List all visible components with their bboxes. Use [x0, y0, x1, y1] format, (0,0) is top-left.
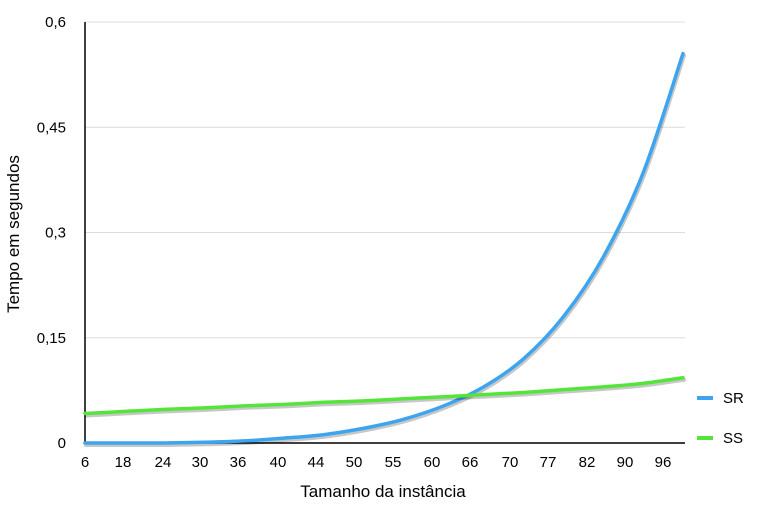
x-tick-label: 66: [462, 454, 479, 471]
y-tick-label: 0,15: [37, 330, 66, 347]
series-shadow: [84, 377, 686, 418]
x-tick-label: 18: [115, 454, 132, 471]
series-line-ss: [83, 375, 685, 416]
legend-label: SR: [723, 390, 744, 407]
series-line-sr: [83, 51, 685, 445]
y-axis-title: Tempo em segundos: [4, 155, 23, 313]
gridlines: [85, 21, 685, 339]
y-tick-label: 0,6: [45, 14, 66, 31]
x-tick-label: 90: [617, 454, 634, 471]
x-tick-labels: 6 18 24 30 36 40 44 50 55 60 66 70 77 82 90 96: [81, 454, 672, 471]
x-tick-label: 6: [81, 454, 89, 471]
x-tick-label: 82: [579, 454, 596, 471]
y-tick-label: 0: [58, 435, 66, 452]
x-tick-label: 40: [270, 454, 287, 471]
y-tick-labels: 0 0,15 0,3 0,45 0,6: [37, 14, 66, 452]
x-tick-label: 44: [308, 454, 325, 471]
y-tick-label: 0,3: [45, 225, 66, 242]
series-shadow: [84, 53, 686, 448]
x-tick-label: 30: [192, 454, 209, 471]
x-tick-label: 24: [155, 454, 172, 471]
x-axis-title: Tamanho da instância: [300, 482, 466, 501]
x-tick-label: 36: [230, 454, 247, 471]
y-tick-label: 0,45: [37, 119, 66, 136]
x-tick-label: 60: [424, 454, 441, 471]
x-tick-label: 55: [385, 454, 402, 471]
x-tick-label: 96: [655, 454, 672, 471]
x-tick-label: 50: [346, 454, 363, 471]
series-lines: [83, 51, 686, 448]
x-tick-label: 70: [502, 454, 519, 471]
legend-label: SS: [723, 430, 743, 447]
x-tick-label: 77: [540, 454, 557, 471]
legend: SR SS: [697, 390, 744, 447]
